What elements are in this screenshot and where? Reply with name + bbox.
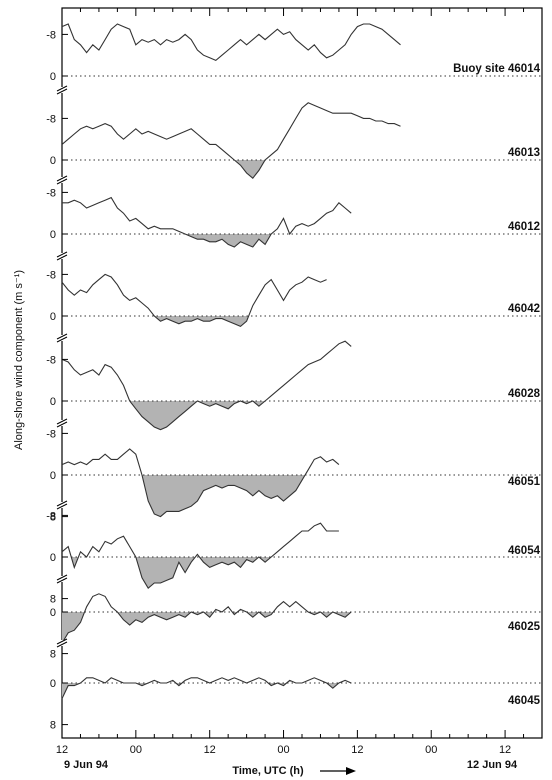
panel-46013: -8 0 46013 [46,102,542,179]
y-tick-label: -8 [46,187,56,199]
axis-break-icon [56,333,68,343]
axis-break-icon [56,251,68,261]
y-tick-label: 8 [50,512,56,524]
x-tick-label: 12 [204,744,216,756]
y-tick-label: 8 [50,649,56,661]
panel-buoy-site-46014: -8 0 Buoy site 46014 [46,23,542,83]
series-line [62,196,352,248]
panel-46051: -8 0 8 46051 [46,428,542,524]
y-tick-label: -8 [46,354,56,366]
panel-46054: -8 0 8 46054 [46,510,542,606]
plot-frame [61,7,543,739]
shaded-area [62,683,339,699]
shaded-area [234,160,266,179]
station-label: 46025 [508,621,541,633]
y-tick-label: -8 [46,29,56,41]
y-tick-label: -8 [46,113,56,125]
x-tick-label: 00 [277,744,289,756]
x-tick-label: 12 [56,744,68,756]
y-tick-label: 0 [50,71,56,83]
series-line [61,23,401,62]
y-tick-label: 0 [50,229,56,241]
y-tick-label: -8 [46,428,56,440]
shaded-area [154,316,249,327]
y-tick-label: 0 [50,396,56,408]
panel-46045: 0 8 46045 [50,677,542,732]
y-tick-label: -8 [46,269,56,281]
axis-break-icon [56,574,68,584]
shaded-area [129,401,266,430]
station-label: 46042 [508,303,540,315]
shaded-area [71,557,272,589]
x-tick-label: 12 [499,744,511,756]
arrow-right-icon [320,767,356,775]
station-label: Buoy site 46014 [453,63,541,75]
date-label-start: 9 Jun 94 [64,759,109,771]
y-axis-title: Along-shore wind component (m s⁻¹) [13,270,25,450]
y-tick-label: 8 [50,594,56,606]
station-label: 46054 [508,545,541,557]
station-panels: -8 0 Buoy site 46014 -8 0 46013 -8 0 46012 -8 0 460… [46,23,542,732]
axis-break-icon [56,85,68,95]
series-line [61,273,327,328]
axis-break-icon [56,500,68,510]
series-line [61,340,352,431]
shaded-area [142,475,306,517]
y-tick-label: 0 [50,678,56,690]
x-tick-label: 12 [351,744,363,756]
x-tick-label: 00 [130,744,142,756]
series-line [61,102,401,179]
station-label: 46045 [508,695,541,707]
axis-break-icon [56,175,68,185]
y-tick-label: -8 [46,510,56,522]
y-tick-label: 0 [50,552,56,564]
series-line [61,522,339,590]
station-label: 46012 [508,221,540,233]
station-label: 46028 [508,388,541,400]
axis-break-icon [56,638,68,648]
shaded-area [185,234,272,247]
series-line [61,677,352,699]
date-label-end: 12 Jun 94 [467,759,518,771]
x-axis: 12 00 12 00 12 00 12 [56,8,543,756]
station-label: 46051 [508,476,541,488]
series-line [61,593,352,644]
y-tick-label: 0 [50,607,56,619]
y-tick-label: 0 [50,311,56,323]
panel-46028: -8 0 46028 [46,340,542,431]
axis-break-icon [56,418,68,428]
panel-46012: -8 0 46012 [46,187,542,248]
shaded-area [62,612,352,644]
y-tick-label: 0 [50,155,56,167]
station-label: 46013 [508,147,540,159]
series-line [61,448,340,518]
y-tick-label: 0 [50,470,56,482]
x-tick-label: 00 [425,744,437,756]
x-axis-title: Time, UTC (h) [232,765,304,777]
y-tick-label: 8 [50,720,56,732]
panel-46042: -8 0 46042 [46,269,542,328]
